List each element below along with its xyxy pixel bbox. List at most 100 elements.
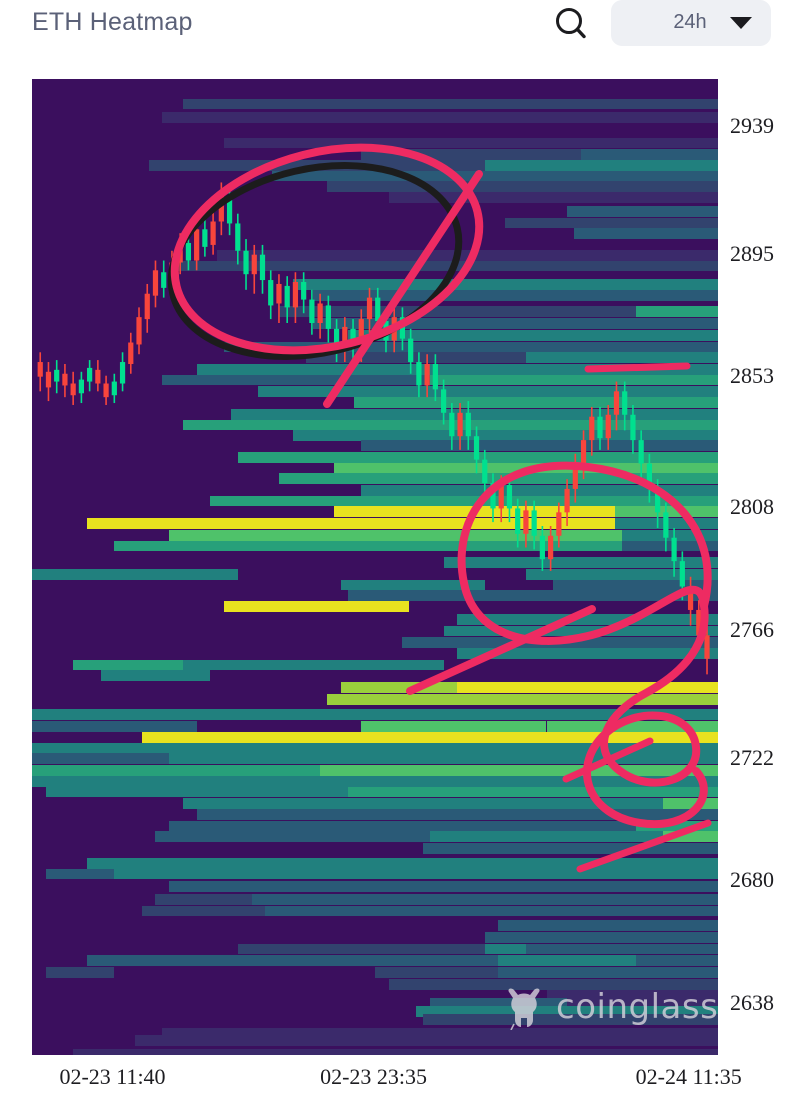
candle-body bbox=[548, 535, 554, 560]
heatmap-band bbox=[86, 955, 170, 967]
candle-body bbox=[218, 196, 224, 222]
page-title: ETH Heatmap bbox=[32, 8, 193, 36]
timeframe-value: 24h bbox=[673, 11, 707, 33]
candle-body bbox=[235, 223, 241, 251]
heatmap-band bbox=[621, 529, 718, 541]
candle-body bbox=[119, 362, 126, 384]
heatmap-band bbox=[429, 374, 718, 386]
candle-body bbox=[317, 303, 323, 323]
heatmap-band bbox=[354, 397, 718, 408]
heatmap-band bbox=[457, 682, 718, 693]
heatmap-band bbox=[32, 775, 718, 787]
candle-body bbox=[366, 297, 373, 320]
heatmap-band bbox=[230, 408, 718, 420]
heatmap-band bbox=[347, 329, 718, 341]
timeframe-select[interactable]: 24h bbox=[611, 0, 771, 46]
upper-pink-ellipse bbox=[170, 143, 484, 355]
candle-body bbox=[515, 508, 521, 534]
heatmap-band bbox=[429, 998, 568, 1010]
candle-body bbox=[70, 383, 76, 396]
price-axis: 2939 2895 2853 2808 2766 2722 2680 2638 bbox=[722, 79, 800, 1055]
heatmap-band bbox=[45, 967, 115, 978]
lower-pink-spiral bbox=[457, 461, 712, 829]
heatmap-band bbox=[73, 659, 183, 671]
heatmap-band bbox=[224, 341, 718, 353]
heatmap-band bbox=[32, 568, 238, 580]
candle-body bbox=[408, 338, 414, 363]
candle-body bbox=[54, 369, 60, 382]
heatmap-band bbox=[210, 495, 718, 507]
candle-body bbox=[531, 510, 537, 536]
candle-body bbox=[572, 463, 578, 489]
candle-body bbox=[539, 535, 545, 560]
heatmap-band bbox=[347, 518, 616, 529]
liquidation-heatmap-chart[interactable]: coinglass bbox=[32, 79, 718, 1055]
heatmap-band bbox=[457, 613, 718, 625]
candle-body bbox=[128, 342, 134, 364]
candle-body bbox=[696, 609, 702, 636]
candle-body bbox=[564, 488, 570, 513]
price-tick-label: 2895 bbox=[730, 240, 774, 266]
heatmap-band bbox=[278, 473, 718, 485]
heatmap-band bbox=[169, 820, 636, 832]
heatmap-band bbox=[347, 590, 718, 602]
heatmap-band bbox=[32, 765, 321, 776]
coinglass-watermark: coinglass bbox=[502, 984, 718, 1030]
heatmap-band bbox=[525, 352, 718, 363]
heatmap-band bbox=[567, 205, 718, 217]
heatmap-band bbox=[32, 709, 225, 721]
heatmap-band bbox=[525, 932, 718, 943]
candle-body bbox=[243, 250, 249, 275]
heatmap-band bbox=[224, 137, 718, 149]
heatmap-band bbox=[567, 998, 718, 1010]
heatmap-band bbox=[326, 181, 718, 193]
heatmap-band bbox=[340, 682, 458, 693]
app-header: ETH Heatmap 24h bbox=[0, 0, 800, 58]
heatmap-band bbox=[553, 579, 718, 591]
candle-body bbox=[432, 363, 438, 390]
heatmap-band bbox=[86, 857, 170, 869]
heatmap-band bbox=[361, 440, 718, 451]
heatmap-band bbox=[320, 765, 513, 776]
candle-body bbox=[597, 416, 603, 439]
search-icon[interactable] bbox=[549, 4, 593, 44]
candle-body bbox=[457, 412, 463, 437]
heatmap-band bbox=[169, 753, 718, 765]
candle-body bbox=[78, 379, 84, 394]
heatmap-band bbox=[361, 721, 547, 732]
heatmap-band bbox=[546, 721, 718, 732]
heatmap-band bbox=[457, 648, 718, 659]
heatmap-band bbox=[306, 352, 526, 363]
heatmap-band bbox=[361, 149, 581, 160]
heatmap-band bbox=[237, 943, 485, 955]
bull-logo-icon bbox=[508, 988, 540, 1030]
heatmap-band bbox=[258, 386, 718, 398]
heatmap-band bbox=[114, 868, 718, 880]
candle-body bbox=[704, 635, 710, 659]
candle-body bbox=[375, 297, 381, 322]
heatmap-band bbox=[162, 374, 430, 386]
heatmap-band bbox=[313, 318, 718, 329]
heatmap-band bbox=[326, 693, 718, 705]
heatmap-band bbox=[162, 112, 718, 123]
candle-body bbox=[87, 367, 93, 382]
candle-body bbox=[416, 362, 422, 386]
price-tick-label: 2853 bbox=[730, 363, 774, 389]
heatmap-band bbox=[45, 786, 348, 798]
candle-body bbox=[638, 440, 644, 464]
time-tick-label: 02-24 11:35 bbox=[635, 1064, 742, 1089]
heatmap-band bbox=[134, 1035, 718, 1047]
candle-body bbox=[580, 440, 587, 464]
heatmap-band bbox=[32, 753, 170, 765]
candle-body bbox=[268, 280, 274, 306]
heatmap-band bbox=[429, 831, 664, 843]
heatmap-band bbox=[423, 1014, 718, 1025]
time-tick-label: 02-23 23:35 bbox=[320, 1064, 428, 1089]
candle-body bbox=[292, 282, 299, 308]
heatmap-band bbox=[388, 978, 718, 990]
candle-body bbox=[144, 293, 150, 320]
candle-body bbox=[465, 412, 471, 437]
candle-body bbox=[663, 512, 669, 538]
heatmap-band bbox=[573, 228, 718, 240]
